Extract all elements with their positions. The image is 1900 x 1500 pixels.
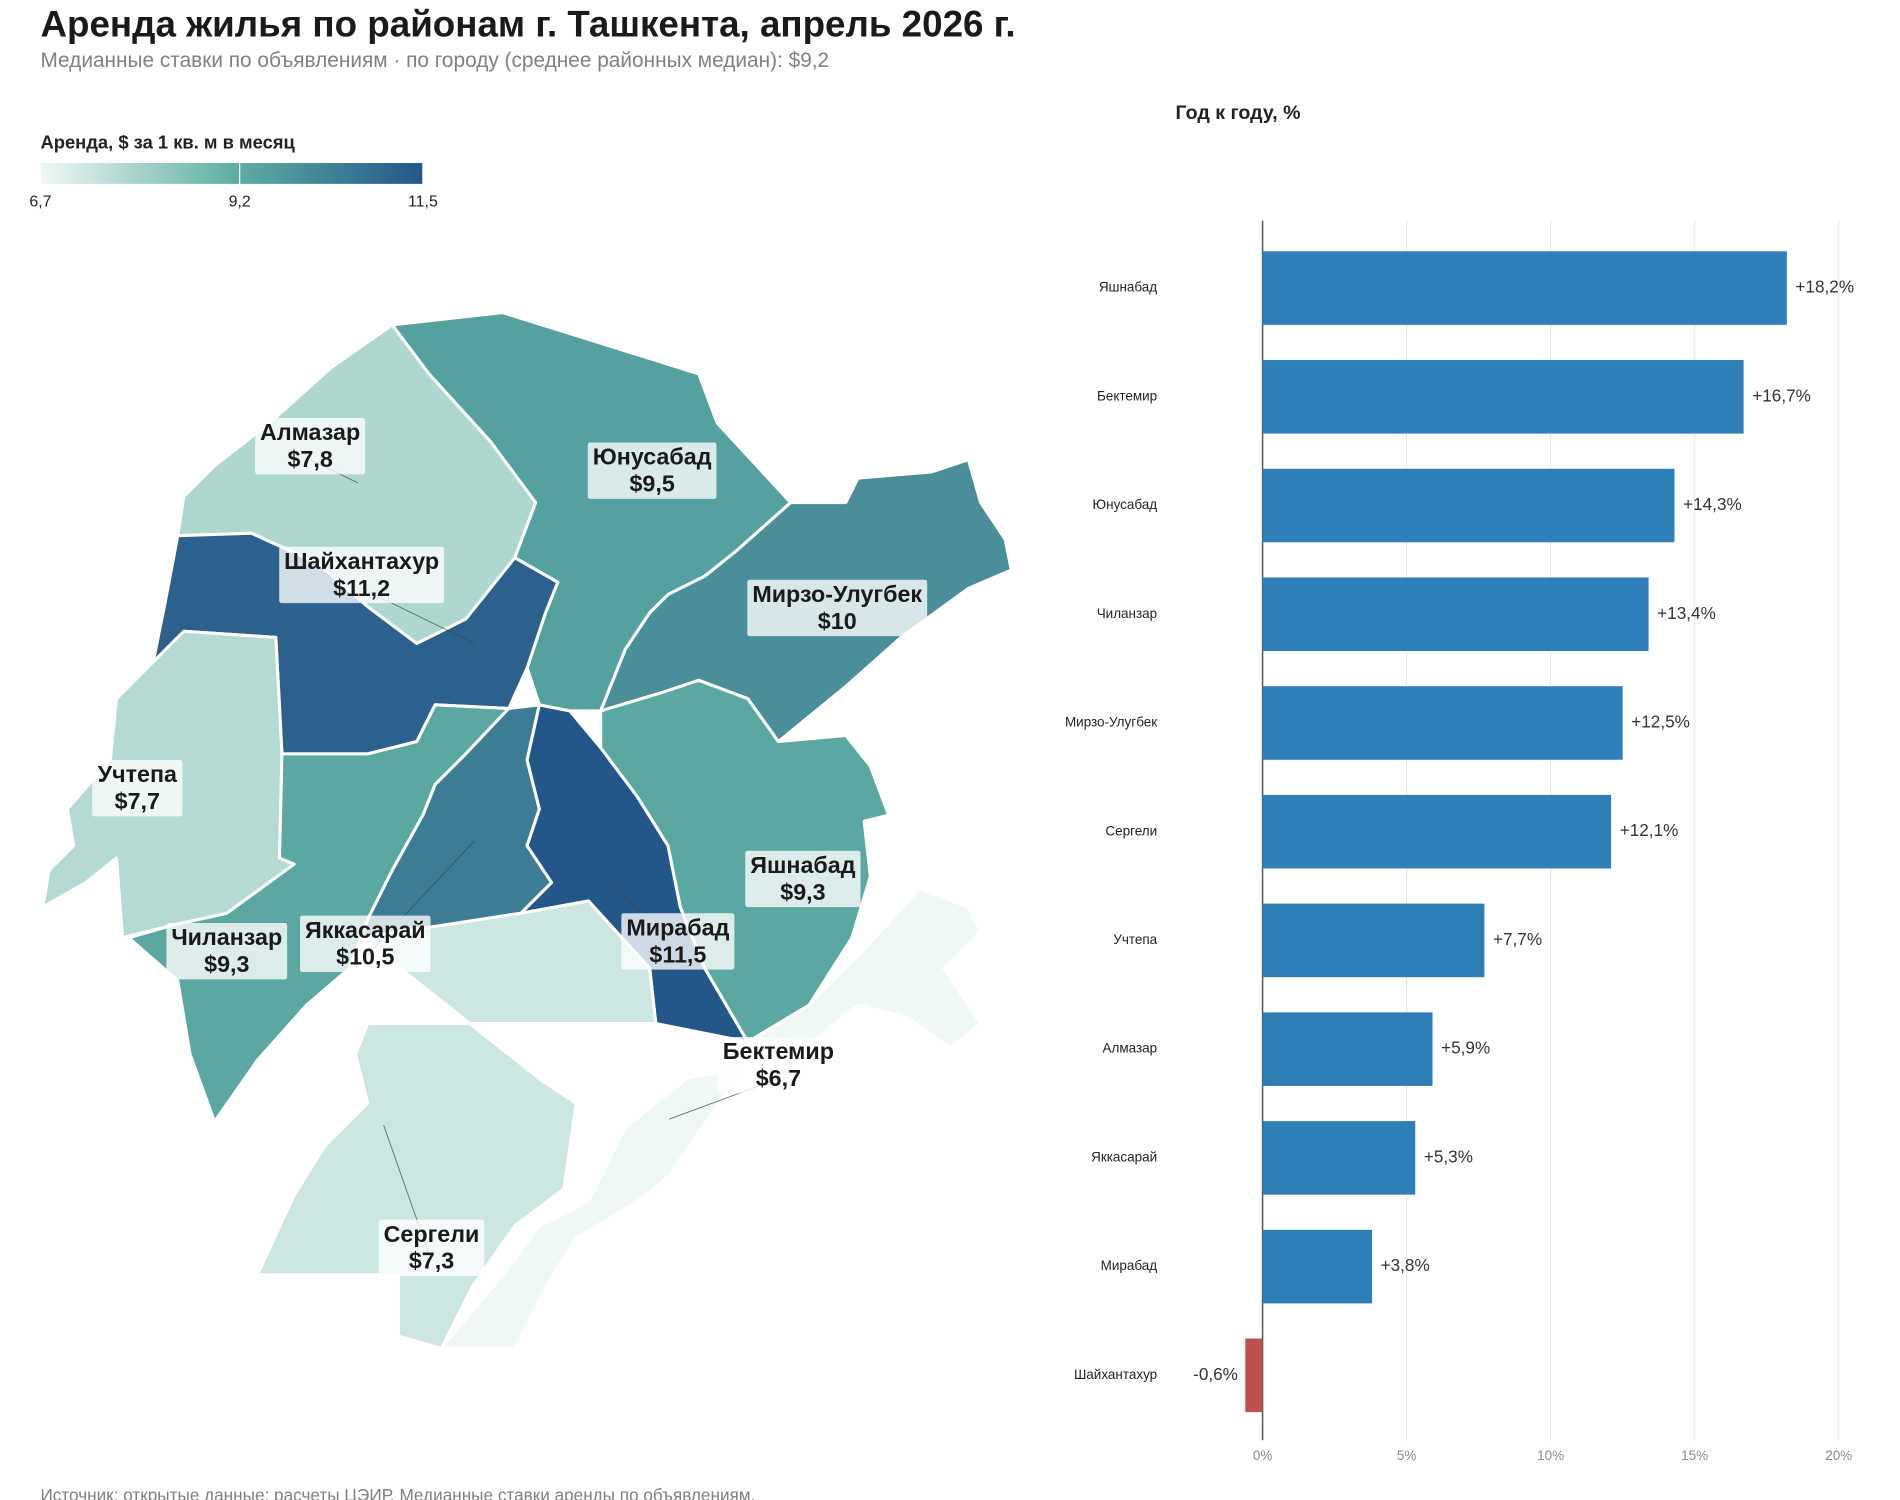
district-value: $9,3 [780, 879, 825, 905]
label-box [745, 850, 861, 908]
bar-title: Год к году, % [1176, 102, 1301, 124]
bar [1245, 1338, 1263, 1413]
district-value: $6,7 [756, 1065, 801, 1091]
district-name: Шайхантахур [284, 548, 439, 574]
y-tick-label: Учтепа [1113, 932, 1157, 947]
district-value: $11,5 [649, 941, 706, 967]
label-box [717, 1037, 839, 1094]
bar [1262, 903, 1485, 978]
map: 6,7 9,2 11,5 Алмазар$7,8 Юнусабад$9,5 Мирзо-У… [29, 163, 1013, 1350]
x-tick-label: 10% [1537, 1448, 1564, 1463]
source-note: Источник: открытые данные; расчеты ЦЭИР.… [40, 1485, 755, 1500]
label-box [92, 759, 183, 817]
y-tick-label: Шайхантахур [1074, 1367, 1157, 1382]
bar [1262, 794, 1612, 869]
bar [1262, 1229, 1373, 1304]
label-box [747, 579, 928, 637]
label-box [166, 923, 288, 980]
colorbar-title: Аренда, $ за 1 кв. м в месяц [40, 131, 295, 152]
bar-chart: 0% 5% 10% 15% 20% Яшнабад +18,2% Бектемир +16,7%… [1065, 220, 1854, 1463]
colorbar [40, 163, 423, 184]
y-tick-label: Алмазар [1103, 1041, 1158, 1056]
bar [1262, 1121, 1416, 1195]
district-name: Яккасарай [305, 917, 426, 943]
value-label: +7,7% [1493, 929, 1542, 949]
colorbar-tick-label: 6,7 [29, 193, 51, 210]
district-name: Чиланзар [171, 924, 282, 950]
district-value: $10 [818, 608, 857, 634]
district [255, 899, 658, 1350]
x-tick-label: 20% [1825, 1448, 1852, 1463]
value-label: +12,5% [1631, 712, 1690, 732]
bar [1262, 577, 1649, 652]
value-label: +14,3% [1683, 494, 1742, 514]
district [439, 887, 983, 1350]
value-label: +5,3% [1424, 1146, 1473, 1166]
district-value: $7,3 [409, 1248, 454, 1274]
label-box [378, 1219, 485, 1277]
y-tick-label: Сергели [1105, 823, 1157, 838]
district-name: Учтепа [98, 761, 178, 787]
y-tick-label: Чиланзар [1097, 606, 1157, 621]
district-value: $9,5 [629, 471, 674, 497]
district-value: $10,5 [336, 944, 394, 970]
bar [1262, 1012, 1433, 1086]
value-label: +5,9% [1441, 1038, 1490, 1058]
x-tick-label: 5% [1397, 1448, 1416, 1463]
bar [1262, 468, 1675, 543]
district-value: $7,7 [115, 788, 160, 814]
page-subtitle: Медианные ставки по объявлениям · по гор… [40, 49, 829, 72]
district-name: Мирабад [626, 914, 729, 940]
y-tick-label: Бектемир [1097, 388, 1157, 403]
district-name: Сергели [384, 1221, 480, 1247]
label-box [587, 442, 717, 499]
district-name: Мирзо-Улугбек [752, 581, 922, 607]
district-name: Алмазар [260, 419, 360, 445]
label-box [279, 546, 445, 604]
value-label: +12,1% [1620, 820, 1679, 840]
y-tick-label: Мирзо-Улугбек [1065, 715, 1157, 730]
bar [1262, 686, 1623, 760]
district [599, 678, 891, 1044]
bar [1262, 251, 1787, 325]
x-tick-label: 15% [1681, 1448, 1708, 1463]
y-tick-label: Юнусабад [1093, 497, 1158, 512]
x-tick-label: 0% [1253, 1448, 1272, 1463]
y-tick-label: Яшнабад [1099, 280, 1157, 295]
value-label: +3,8% [1381, 1255, 1430, 1275]
district-name: Бектемир [723, 1038, 834, 1064]
district-name: Яшнабад [750, 852, 855, 878]
value-label: +16,7% [1752, 385, 1811, 405]
label-box [621, 913, 735, 970]
y-tick-label: Мирабад [1101, 1258, 1158, 1273]
district-name: Юнусабад [593, 444, 712, 470]
value-label: +18,2% [1795, 277, 1854, 297]
label-box [300, 915, 431, 973]
y-tick-label: Яккасарай [1091, 1149, 1157, 1164]
district-value: $9,3 [204, 951, 249, 977]
district [127, 703, 511, 1124]
district-value: $7,8 [287, 446, 332, 472]
colorbar-tick-label: 11,5 [408, 193, 438, 210]
label-box [255, 417, 366, 475]
district-value: $11,2 [333, 575, 390, 601]
value-label: -0,6% [1193, 1364, 1238, 1384]
colorbar-tick-label: 9,2 [229, 193, 251, 210]
bar [1262, 360, 1744, 434]
value-label: +13,4% [1657, 603, 1716, 623]
page-title: Аренда жилья по районам г. Ташкента, апр… [40, 4, 1015, 45]
